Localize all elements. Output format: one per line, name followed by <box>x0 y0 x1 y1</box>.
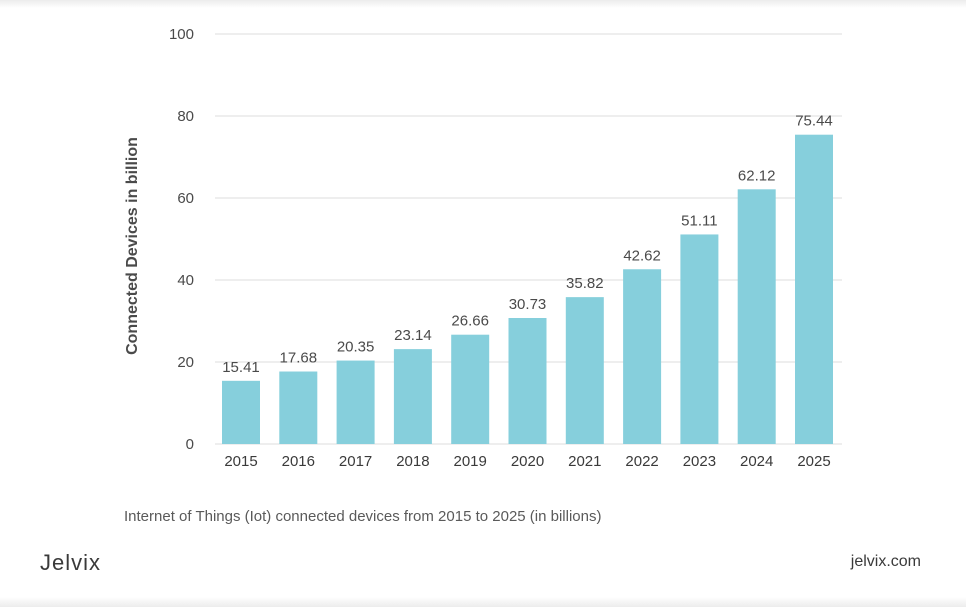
y-tick-label: 40 <box>177 272 194 289</box>
bar-2025 <box>795 134 833 445</box>
x-axis-ticks: 2015 2016 2017 2018 2019 2020 2021 2022 2023 2024… <box>224 453 830 470</box>
x-tick-label-2020: 2020 <box>511 453 544 470</box>
chart-caption: Internet of Things (Iot) connected devic… <box>124 508 602 525</box>
x-tick-label-2016: 2016 <box>282 453 315 470</box>
bar-2023 <box>680 234 719 444</box>
x-tick-label-2021: 2021 <box>568 453 601 470</box>
y-axis-title: Connected Devices in billion <box>124 137 141 355</box>
data-labels: 15.41 17.68 20.35 23.14 26.66 30.73 35.82 42.62… <box>222 113 833 376</box>
bar-chart: 0 20 40 60 80 100 15.41 17.68 20.35 23.14 26.66 30… <box>124 26 842 470</box>
data-label-2024: 62.12 <box>738 167 776 184</box>
data-label-2018: 23.14 <box>394 327 432 344</box>
y-tick-label: 100 <box>169 26 194 43</box>
x-tick-label-2015: 2015 <box>224 453 257 470</box>
data-label-2021: 35.82 <box>566 275 604 292</box>
y-tick-label: 0 <box>186 436 194 453</box>
data-label-2022: 42.62 <box>623 247 661 264</box>
data-label-2023: 51.11 <box>681 212 717 229</box>
brand-url: jelvix.com <box>850 553 921 570</box>
bar-2019 <box>451 334 490 444</box>
data-label-2019: 26.66 <box>451 313 489 330</box>
page-edge-bottom <box>0 597 966 607</box>
bar-2016 <box>279 371 318 444</box>
y-tick-label: 20 <box>177 354 194 371</box>
brand-logo: Jelvix <box>40 550 102 575</box>
bars <box>222 134 833 445</box>
x-tick-label-2017: 2017 <box>339 453 372 470</box>
y-tick-label: 60 <box>177 190 194 207</box>
data-label-2016: 17.68 <box>280 350 318 367</box>
x-tick-label-2024: 2024 <box>740 453 773 470</box>
x-tick-label-2025: 2025 <box>797 453 830 470</box>
bar-2021 <box>565 297 604 444</box>
bar-2018 <box>393 349 432 444</box>
x-tick-label-2018: 2018 <box>396 453 429 470</box>
bar-2024 <box>737 189 776 444</box>
bar-2015 <box>222 380 260 444</box>
grid-layer <box>215 33 842 445</box>
bar-2017 <box>336 360 375 444</box>
data-label-2015: 15.41 <box>222 359 260 376</box>
page-edge-top <box>0 0 966 8</box>
bar-2020 <box>508 318 547 444</box>
data-label-2025: 75.44 <box>795 113 833 130</box>
x-tick-label-2023: 2023 <box>683 453 716 470</box>
x-tick-label-2022: 2022 <box>625 453 658 470</box>
x-tick-label-2019: 2019 <box>454 453 487 470</box>
bar-2022 <box>623 269 662 444</box>
y-tick-label: 80 <box>177 108 194 125</box>
data-label-2017: 20.35 <box>337 339 375 356</box>
y-axis-ticks: 0 20 40 60 80 100 <box>169 26 194 453</box>
data-label-2020: 30.73 <box>509 296 547 313</box>
